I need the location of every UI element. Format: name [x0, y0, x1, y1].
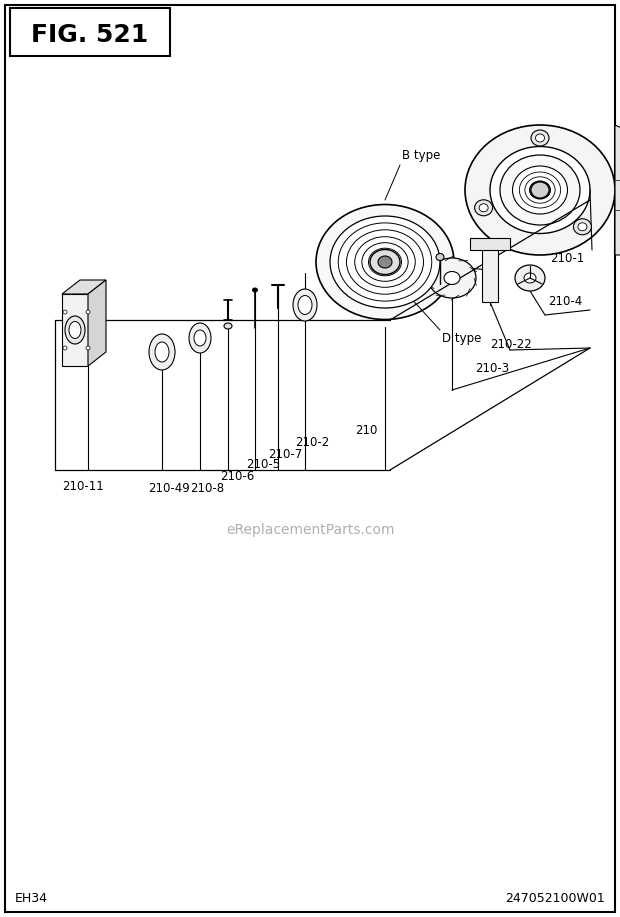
Text: 210-6: 210-6	[220, 470, 254, 483]
Ellipse shape	[194, 330, 206, 346]
Ellipse shape	[63, 346, 67, 350]
Ellipse shape	[578, 223, 587, 231]
Text: 210-8: 210-8	[190, 482, 224, 495]
Bar	[10, 8, 170, 56]
Ellipse shape	[370, 249, 400, 274]
Ellipse shape	[86, 310, 90, 314]
Ellipse shape	[524, 273, 536, 283]
Ellipse shape	[465, 125, 615, 255]
Ellipse shape	[519, 172, 561, 208]
Ellipse shape	[531, 130, 549, 146]
Polygon shape	[470, 238, 510, 250]
Ellipse shape	[316, 204, 454, 319]
Text: eReplacementParts.com: eReplacementParts.com	[226, 523, 394, 537]
Text: 210: 210	[355, 424, 378, 437]
Ellipse shape	[436, 253, 444, 260]
Polygon shape	[482, 242, 498, 302]
Ellipse shape	[149, 334, 175, 370]
Ellipse shape	[536, 134, 544, 142]
Text: 210-7: 210-7	[268, 448, 303, 461]
Ellipse shape	[444, 271, 460, 284]
Ellipse shape	[252, 288, 257, 292]
Text: EH34: EH34	[15, 891, 48, 904]
Text: 210-49: 210-49	[148, 482, 190, 495]
Text: 210-11: 210-11	[62, 480, 104, 493]
Polygon shape	[88, 280, 106, 366]
Ellipse shape	[378, 256, 392, 268]
Text: B type: B type	[402, 149, 440, 162]
Ellipse shape	[293, 289, 317, 321]
Ellipse shape	[515, 265, 545, 291]
Text: D type: D type	[442, 332, 481, 345]
Text: FIG. 521: FIG. 521	[32, 23, 149, 47]
Text: 210-4: 210-4	[548, 295, 582, 308]
Ellipse shape	[479, 204, 488, 212]
Ellipse shape	[330, 216, 440, 308]
Text: 210-1: 210-1	[550, 252, 584, 265]
Text: 210-3: 210-3	[475, 362, 509, 375]
Ellipse shape	[189, 323, 211, 353]
Text: 210-22: 210-22	[490, 338, 532, 351]
Ellipse shape	[475, 200, 493, 215]
Ellipse shape	[531, 182, 549, 198]
Text: 210-5: 210-5	[246, 458, 280, 471]
Ellipse shape	[224, 323, 232, 329]
Ellipse shape	[298, 295, 312, 315]
Ellipse shape	[65, 316, 85, 344]
Ellipse shape	[428, 258, 476, 298]
Ellipse shape	[530, 182, 550, 198]
Ellipse shape	[69, 322, 81, 338]
Ellipse shape	[490, 147, 590, 234]
Ellipse shape	[155, 342, 169, 362]
Ellipse shape	[63, 310, 67, 314]
Ellipse shape	[513, 166, 567, 214]
Polygon shape	[62, 280, 106, 294]
Polygon shape	[615, 125, 620, 255]
Ellipse shape	[574, 219, 591, 235]
Text: 210-2: 210-2	[295, 436, 329, 449]
Ellipse shape	[500, 155, 580, 225]
Ellipse shape	[86, 346, 90, 350]
Polygon shape	[62, 294, 88, 366]
Text: 247052100W01: 247052100W01	[505, 891, 605, 904]
